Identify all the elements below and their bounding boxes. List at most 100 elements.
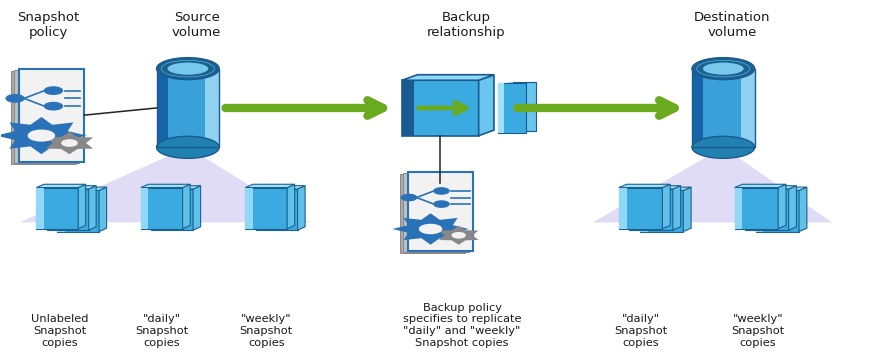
- Ellipse shape: [157, 136, 219, 158]
- Text: "daily"
Snapshot
copies: "daily" Snapshot copies: [614, 314, 667, 348]
- Text: "daily"
Snapshot
copies: "daily" Snapshot copies: [135, 314, 188, 348]
- Polygon shape: [741, 69, 754, 147]
- Polygon shape: [402, 80, 479, 136]
- Circle shape: [6, 95, 24, 102]
- Polygon shape: [402, 75, 494, 80]
- Polygon shape: [157, 69, 167, 147]
- Polygon shape: [182, 184, 190, 229]
- Circle shape: [419, 224, 441, 233]
- Polygon shape: [404, 173, 468, 252]
- Polygon shape: [10, 71, 76, 164]
- Polygon shape: [788, 186, 796, 230]
- Circle shape: [401, 195, 417, 201]
- Polygon shape: [245, 187, 253, 229]
- Text: Backup policy
specifies to replicate
"daily" and "weekly"
Snapshot copies: Backup policy specifies to replicate "da…: [403, 303, 521, 348]
- Text: "weekly"
Snapshot
copies: "weekly" Snapshot copies: [240, 314, 293, 348]
- Polygon shape: [673, 186, 681, 230]
- Polygon shape: [255, 186, 305, 189]
- Ellipse shape: [703, 62, 744, 75]
- Polygon shape: [778, 184, 786, 229]
- Polygon shape: [47, 189, 54, 230]
- Polygon shape: [58, 190, 65, 232]
- Polygon shape: [439, 226, 479, 245]
- Polygon shape: [245, 187, 287, 229]
- Polygon shape: [593, 147, 832, 223]
- Text: Source
volume: Source volume: [172, 11, 221, 39]
- Polygon shape: [755, 187, 807, 190]
- Polygon shape: [508, 81, 514, 131]
- Circle shape: [29, 130, 54, 141]
- Polygon shape: [755, 190, 799, 232]
- Polygon shape: [799, 187, 807, 232]
- Polygon shape: [498, 83, 504, 133]
- Ellipse shape: [167, 62, 208, 75]
- Polygon shape: [255, 189, 297, 230]
- Polygon shape: [619, 187, 627, 229]
- Polygon shape: [47, 189, 89, 230]
- Circle shape: [44, 102, 63, 110]
- Polygon shape: [37, 184, 85, 187]
- Polygon shape: [89, 186, 96, 230]
- Circle shape: [44, 87, 63, 94]
- Polygon shape: [745, 186, 796, 189]
- Ellipse shape: [692, 136, 754, 158]
- Polygon shape: [14, 70, 79, 163]
- Polygon shape: [152, 189, 193, 230]
- Polygon shape: [206, 69, 219, 147]
- Polygon shape: [297, 186, 305, 230]
- Polygon shape: [402, 80, 413, 136]
- Circle shape: [453, 233, 465, 238]
- Text: "weekly"
Snapshot
copies: "weekly" Snapshot copies: [732, 314, 785, 348]
- Text: Backup
relationship: Backup relationship: [427, 11, 506, 39]
- Ellipse shape: [692, 58, 754, 80]
- Polygon shape: [47, 186, 96, 189]
- Polygon shape: [18, 69, 84, 162]
- Polygon shape: [157, 69, 219, 147]
- Text: Unlabeled
Snapshot
copies: Unlabeled Snapshot copies: [31, 314, 89, 348]
- Circle shape: [62, 140, 77, 146]
- Text: Destination
volume: Destination volume: [694, 11, 770, 39]
- Polygon shape: [640, 190, 684, 232]
- Polygon shape: [734, 187, 742, 229]
- Ellipse shape: [157, 58, 219, 80]
- Polygon shape: [408, 172, 473, 251]
- Polygon shape: [152, 186, 201, 189]
- Polygon shape: [141, 187, 182, 229]
- Polygon shape: [734, 187, 778, 229]
- Polygon shape: [245, 184, 295, 187]
- Polygon shape: [287, 184, 295, 229]
- Polygon shape: [640, 187, 691, 190]
- Polygon shape: [630, 189, 673, 230]
- Polygon shape: [508, 81, 535, 131]
- Polygon shape: [193, 186, 201, 230]
- Polygon shape: [692, 69, 703, 147]
- Polygon shape: [640, 190, 648, 232]
- Polygon shape: [684, 187, 691, 232]
- Circle shape: [434, 201, 449, 207]
- Polygon shape: [692, 69, 754, 147]
- Polygon shape: [734, 184, 786, 187]
- Polygon shape: [20, 147, 310, 223]
- Polygon shape: [755, 190, 763, 232]
- Polygon shape: [479, 75, 494, 136]
- Polygon shape: [58, 190, 99, 232]
- Polygon shape: [255, 189, 263, 230]
- Polygon shape: [745, 189, 788, 230]
- Polygon shape: [141, 187, 148, 229]
- Polygon shape: [619, 184, 671, 187]
- Polygon shape: [141, 184, 190, 187]
- Polygon shape: [745, 189, 753, 230]
- Polygon shape: [630, 189, 637, 230]
- Polygon shape: [46, 132, 93, 154]
- Polygon shape: [400, 174, 465, 253]
- Polygon shape: [58, 187, 106, 190]
- Polygon shape: [152, 189, 159, 230]
- Polygon shape: [392, 213, 469, 245]
- Text: Snapshot
policy: Snapshot policy: [17, 11, 79, 39]
- Polygon shape: [78, 184, 85, 229]
- Polygon shape: [37, 187, 44, 229]
- Polygon shape: [37, 187, 78, 229]
- Polygon shape: [99, 187, 106, 232]
- Polygon shape: [619, 187, 663, 229]
- Polygon shape: [630, 186, 681, 189]
